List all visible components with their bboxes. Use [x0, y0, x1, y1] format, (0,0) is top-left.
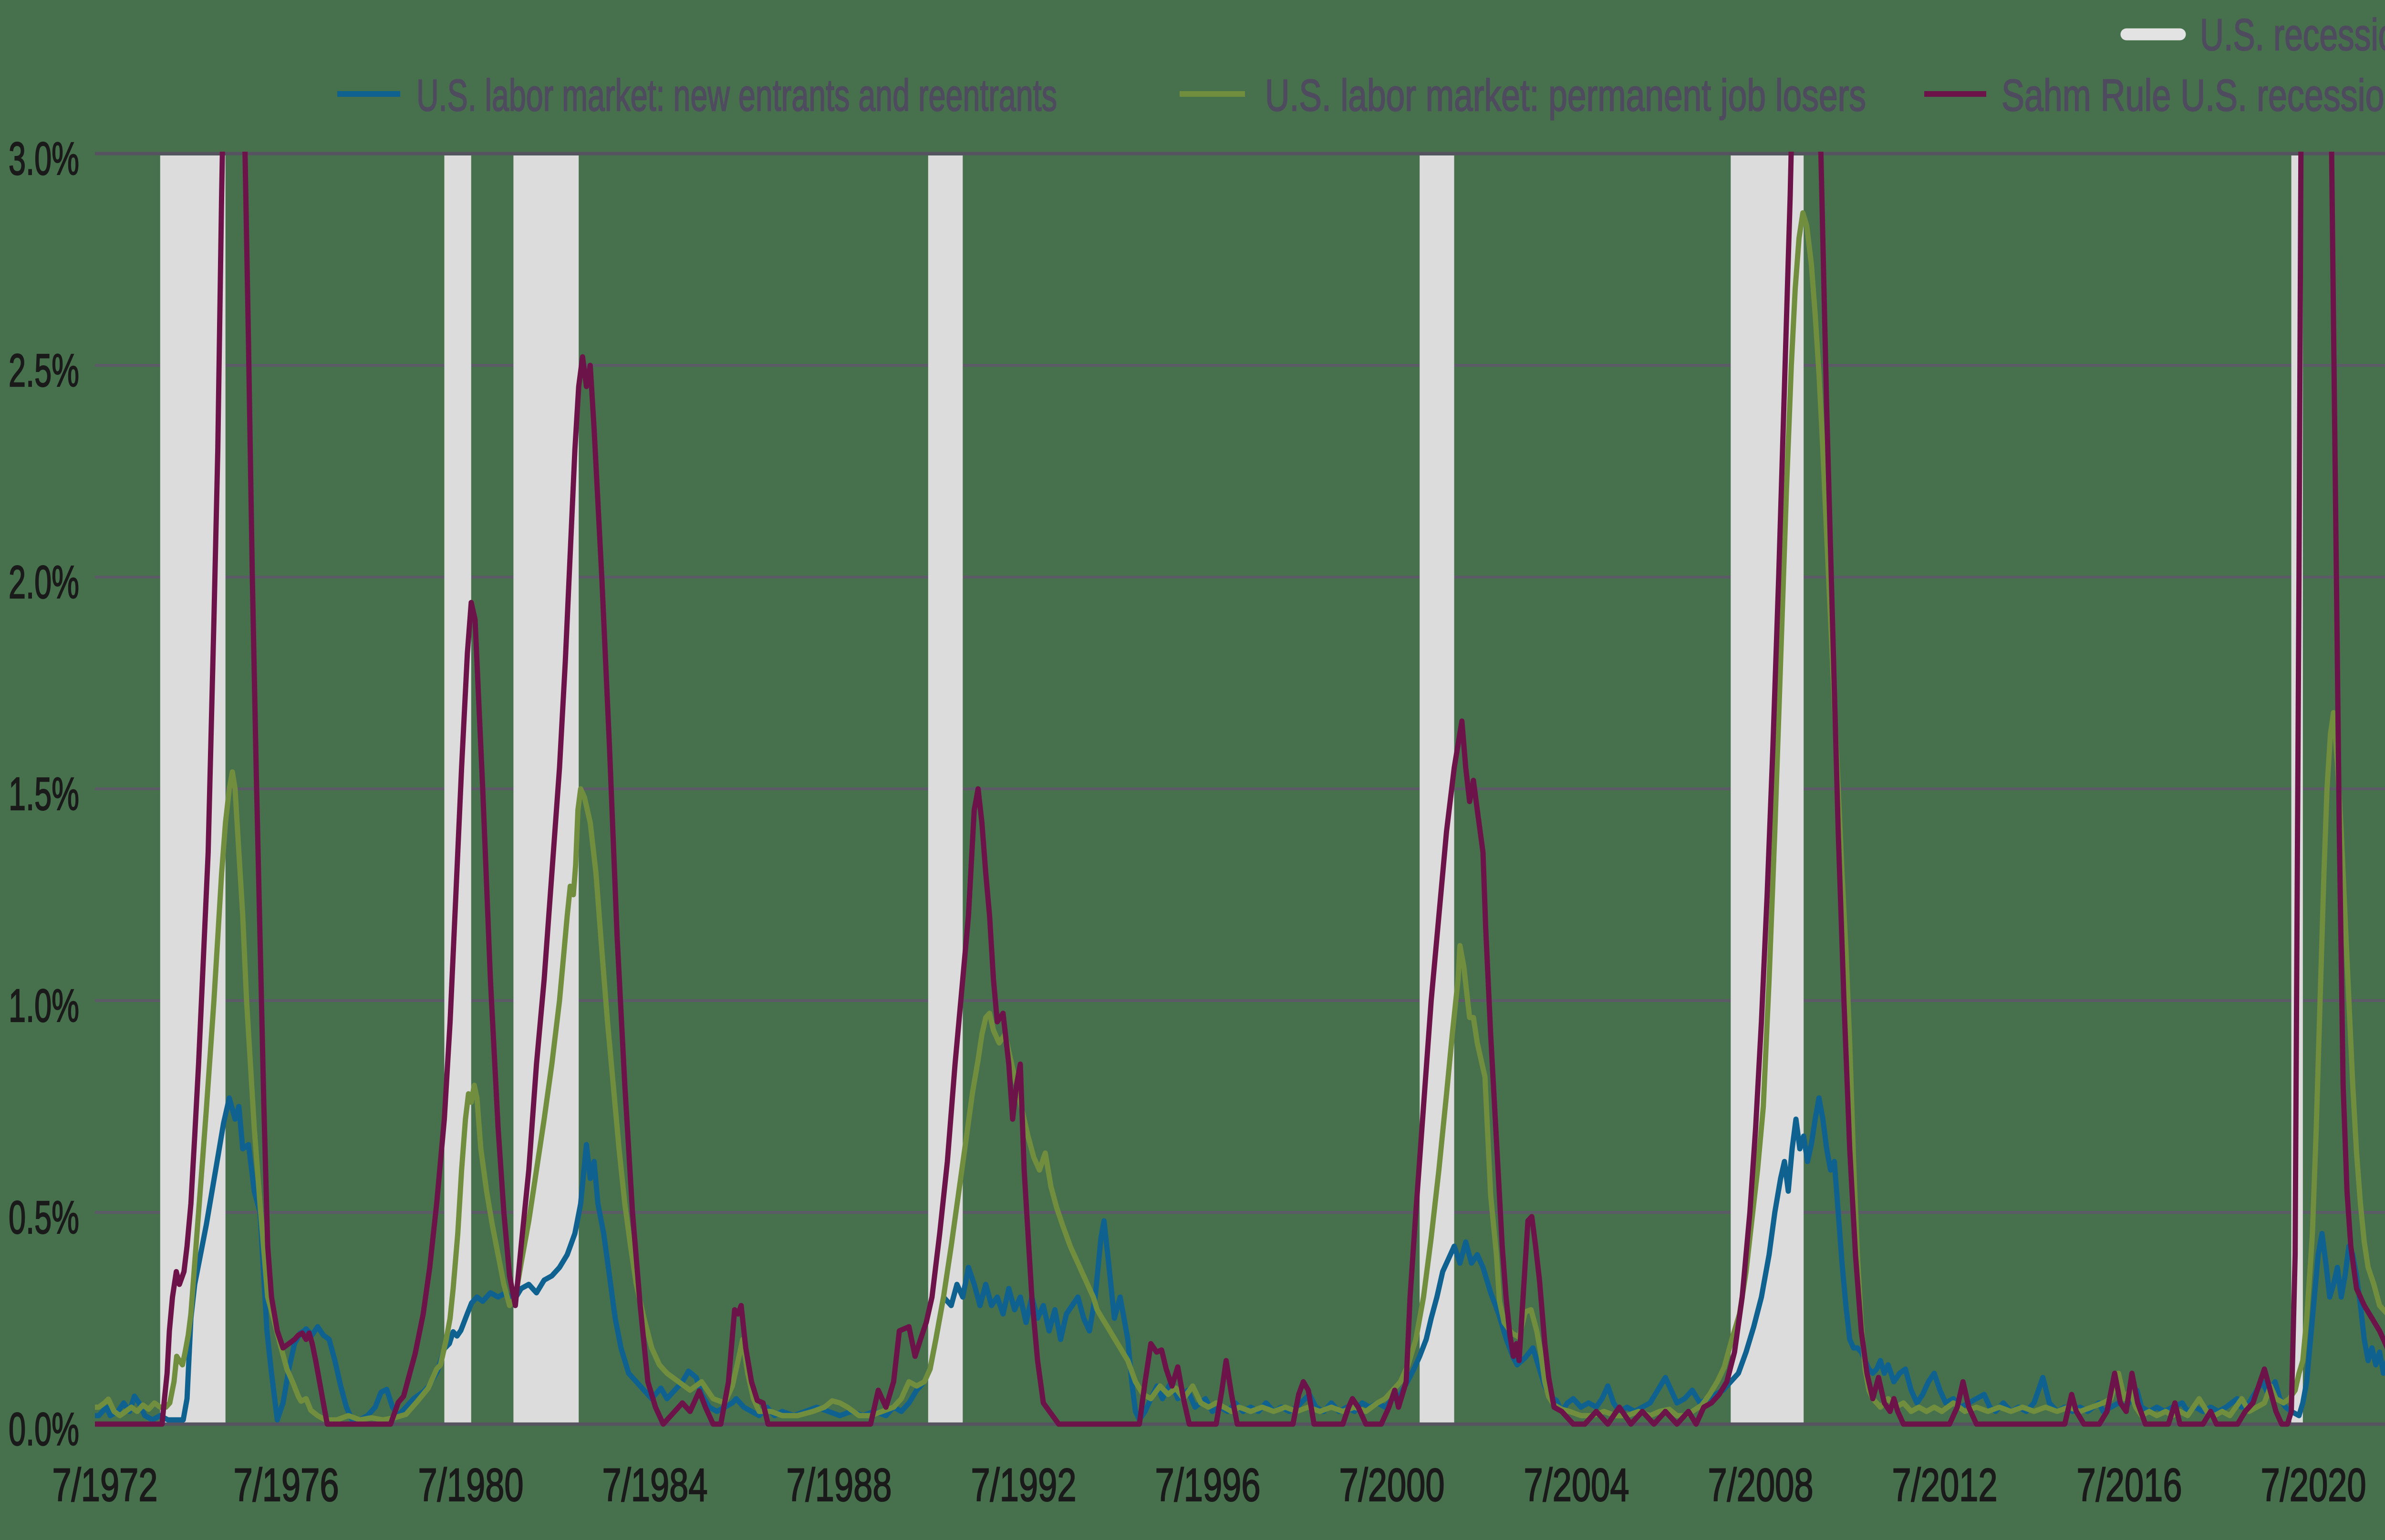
svg-text:7/2016: 7/2016: [2077, 1459, 2182, 1511]
svg-text:7/2012: 7/2012: [1892, 1459, 1998, 1511]
svg-text:2.0%: 2.0%: [9, 556, 79, 608]
svg-text:7/1976: 7/1976: [234, 1459, 339, 1511]
svg-text:7/1980: 7/1980: [418, 1459, 524, 1511]
svg-text:7/2000: 7/2000: [1339, 1459, 1445, 1511]
svg-text:7/1972: 7/1972: [52, 1459, 158, 1511]
svg-text:U.S. recession (NBER): U.S. recession (NBER): [2200, 10, 2385, 60]
svg-text:1.5%: 1.5%: [9, 768, 79, 820]
svg-text:Sahm Rule U.S. recession indic: Sahm Rule U.S. recession indicator: [2001, 70, 2385, 120]
svg-text:7/1992: 7/1992: [971, 1459, 1077, 1511]
svg-text:2.5%: 2.5%: [9, 344, 79, 396]
svg-text:1.0%: 1.0%: [9, 980, 79, 1032]
svg-text:7/1988: 7/1988: [787, 1459, 892, 1511]
svg-text:0.5%: 0.5%: [9, 1191, 79, 1243]
svg-text:7/1984: 7/1984: [602, 1459, 708, 1511]
svg-text:7/2020: 7/2020: [2261, 1459, 2366, 1511]
svg-text:0.0%: 0.0%: [9, 1403, 79, 1455]
svg-text:U.S. labor market: new entrant: U.S. labor market: new entrants and reen…: [416, 70, 1057, 120]
svg-text:3.0%: 3.0%: [9, 133, 79, 185]
svg-text:U.S. labor market: permanent j: U.S. labor market: permanent job losers: [1265, 70, 1866, 120]
svg-text:7/1996: 7/1996: [1155, 1459, 1261, 1511]
svg-text:7/2008: 7/2008: [1708, 1459, 1814, 1511]
svg-text:7/2004: 7/2004: [1524, 1459, 1629, 1511]
